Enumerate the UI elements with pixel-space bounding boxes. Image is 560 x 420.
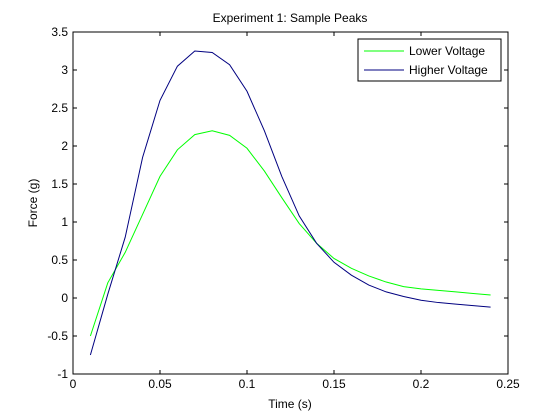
series-line-higher-voltage (89, 50, 491, 356)
y-tick-label: -1 (57, 367, 68, 381)
y-tick-label: 1.5 (51, 177, 68, 191)
legend-box (357, 38, 502, 82)
y-tick-label: -0.5 (47, 329, 68, 343)
y-tick-label: 1 (61, 215, 68, 229)
x-tick-label: 0 (70, 377, 77, 391)
y-axis: -1 -0.5 0 0.5 1 1.5 2 2.5 3 3.5 (47, 25, 508, 381)
x-tick-label: 0.2 (413, 377, 430, 391)
x-tick-label: 0.05 (148, 377, 172, 391)
y-tick-label: 0.5 (51, 253, 68, 267)
y-tick-label: 3 (61, 63, 68, 77)
legend-label-lower-voltage: Lower Voltage (409, 44, 485, 58)
y-tick-label: 0 (61, 291, 68, 305)
legend-label-higher-voltage: Higher Voltage (409, 63, 488, 77)
plot-area (72, 31, 509, 375)
x-tick-label: 0.1 (239, 377, 256, 391)
x-axis: 0 0.05 0.1 0.15 0.2 0.25 (70, 32, 520, 391)
chart-title: Experiment 1: Sample Peaks (213, 11, 368, 25)
x-tick-label: 0.25 (496, 377, 520, 391)
y-tick-label: 2.5 (51, 101, 68, 115)
y-tick-label: 3.5 (51, 25, 68, 39)
legend: Lower Voltage Higher Voltage (357, 38, 502, 82)
x-tick-label: 0.15 (322, 377, 346, 391)
y-axis-label: Force (g) (26, 179, 40, 228)
series-layer (89, 50, 491, 356)
y-tick-label: 2 (61, 139, 68, 153)
series-line-lower-voltage (89, 130, 491, 337)
x-axis-label: Time (s) (268, 397, 312, 411)
